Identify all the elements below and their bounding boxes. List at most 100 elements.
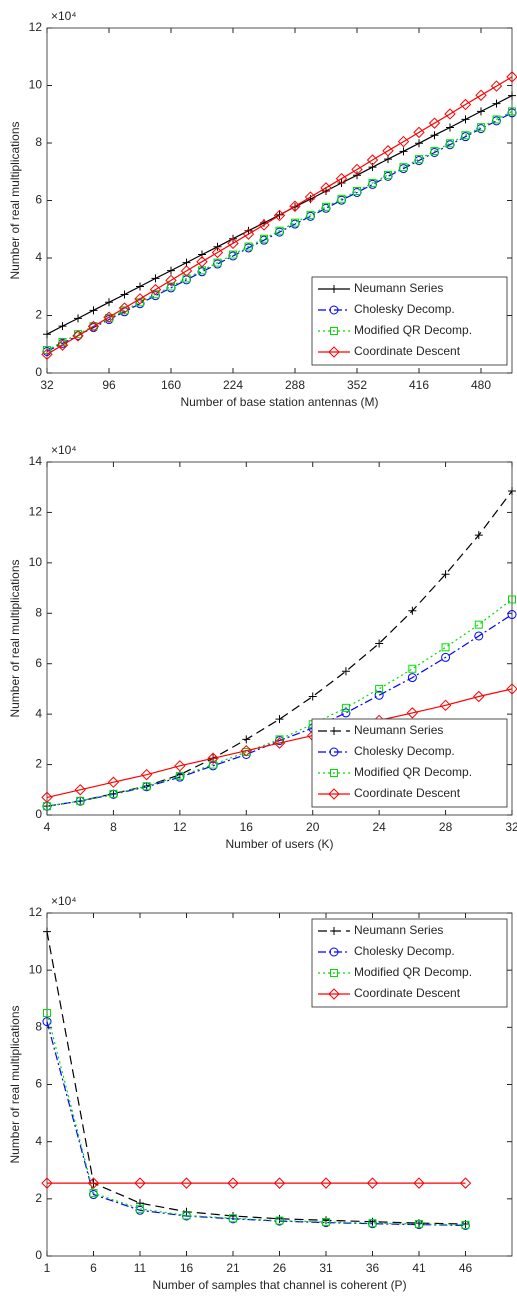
legend-label: Coordinate Descent (354, 344, 461, 358)
marker (408, 606, 417, 615)
marker (459, 98, 472, 111)
marker (368, 178, 377, 187)
marker (461, 115, 470, 124)
marker (120, 290, 129, 299)
marker (320, 182, 332, 194)
marker (209, 760, 218, 769)
marker (397, 135, 410, 148)
marker (490, 80, 503, 92)
legend-label: Modified QR Decomp. (354, 323, 472, 337)
marker (506, 71, 517, 83)
marker (328, 988, 340, 1000)
marker (461, 1220, 470, 1229)
marker (330, 327, 338, 335)
marker (227, 237, 239, 250)
marker (207, 752, 219, 764)
x-tick-label: 1 (44, 1261, 51, 1275)
x-tick-label: 46 (459, 1261, 473, 1275)
marker (89, 1189, 98, 1198)
marker (477, 123, 485, 132)
marker (275, 715, 284, 724)
x-tick-label: 28 (439, 820, 453, 834)
marker (149, 283, 162, 296)
marker (384, 170, 392, 179)
marker (76, 796, 85, 805)
y-tick-label: 12 (29, 505, 43, 519)
y-tick-label: 12 (29, 905, 43, 919)
marker (492, 99, 501, 108)
y-tick-label: 12 (29, 20, 43, 34)
marker (180, 265, 193, 277)
x-tick-label: 20 (306, 820, 320, 834)
marker (244, 242, 253, 251)
marker (461, 131, 470, 140)
marker (72, 330, 84, 342)
marker (182, 1211, 191, 1220)
y-tick-label: 2 (35, 1191, 42, 1205)
marker (304, 191, 317, 203)
marker (136, 1204, 144, 1213)
marker (413, 1177, 425, 1189)
marker (229, 1214, 237, 1223)
marker (322, 1217, 330, 1226)
marker (399, 163, 408, 172)
marker (167, 266, 175, 275)
legend-box (311, 918, 508, 1008)
x-axis-label: Number of users (K) (225, 837, 333, 851)
marker (351, 163, 363, 176)
marker (508, 91, 516, 100)
y-tick-label: 0 (35, 807, 42, 821)
marker (43, 346, 51, 354)
y-axis-label: Number of real multiplications (8, 559, 22, 717)
marker (375, 639, 384, 648)
y-tick-label: 8 (35, 605, 42, 619)
marker (58, 322, 67, 331)
x-tick-label: 24 (372, 820, 386, 834)
marker (258, 219, 270, 231)
legend-label: Neumann Series (354, 723, 443, 737)
legend-label: Coordinate Descent (354, 986, 461, 1000)
marker (182, 274, 191, 283)
y-tick-label: 10 (29, 962, 43, 976)
marker (474, 631, 484, 641)
legend-box (311, 276, 508, 366)
marker (107, 776, 120, 788)
marker (366, 1177, 379, 1189)
marker (382, 145, 394, 157)
marker (140, 768, 153, 781)
marker (87, 320, 100, 333)
marker (41, 348, 53, 361)
legend-label: Coordinate Descent (354, 786, 461, 800)
legend-box (311, 718, 508, 808)
marker (475, 89, 487, 101)
y-tick-label: 4 (35, 706, 42, 720)
y-tick-label: 2 (35, 308, 42, 322)
marker (441, 570, 450, 579)
marker (213, 258, 222, 267)
x-tick-label: 16 (180, 1261, 194, 1275)
x-tick-label: 8 (110, 820, 117, 834)
x-tick-label: 224 (223, 378, 243, 392)
marker (477, 107, 485, 116)
legend-label: Cholesky Decomp. (354, 302, 455, 316)
marker (134, 293, 146, 305)
marker (441, 643, 450, 652)
legend-label: Neumann Series (354, 281, 443, 295)
x-tick-label: 96 (102, 378, 116, 392)
y-multiplier: ×10⁴ (51, 9, 77, 23)
marker (242, 228, 255, 240)
y-tick-label: 14 (29, 454, 43, 468)
marker (330, 769, 338, 777)
marker (508, 486, 516, 495)
y-tick-label: 4 (35, 250, 42, 264)
legend-label: Cholesky Decomp. (354, 944, 455, 958)
marker (329, 947, 339, 957)
marker (42, 1017, 52, 1027)
legend-label: Modified QR Decomp. (354, 765, 472, 779)
y-tick-label: 6 (35, 193, 42, 207)
x-tick-label: 160 (161, 378, 181, 392)
marker (136, 282, 144, 291)
x-tick-label: 32 (505, 820, 517, 834)
y-tick-label: 6 (35, 1077, 42, 1091)
x-tick-label: 21 (226, 1261, 240, 1275)
